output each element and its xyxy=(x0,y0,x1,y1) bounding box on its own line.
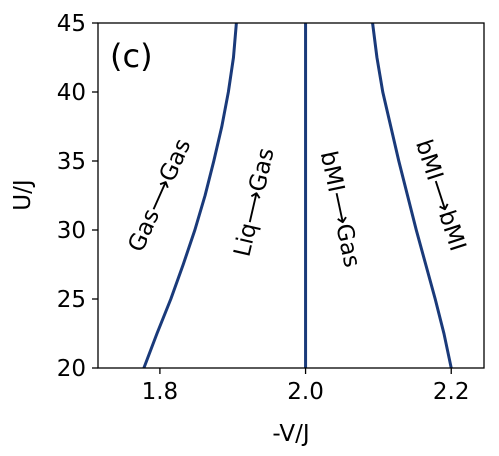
y-tick-label: 40 xyxy=(57,80,86,106)
panel-label: (c) xyxy=(110,37,153,75)
y-tick-label: 30 xyxy=(57,218,86,244)
x-tick-label: 1.8 xyxy=(142,379,179,405)
x-tick-label: 2.2 xyxy=(433,379,470,405)
x-tick-label: 2.0 xyxy=(287,379,324,405)
phase-boundary-line-1 xyxy=(142,22,238,369)
y-tick-label: 25 xyxy=(57,287,86,313)
phase-boundary-lines xyxy=(142,22,453,369)
phase-boundary-line-3 xyxy=(371,22,453,369)
region-annotation: Gas⟶Gas xyxy=(123,135,196,256)
y-tick-label: 35 xyxy=(57,149,86,175)
axis-ticks: 1.8 2.0 2.2 20 25 30 35 40 45 xyxy=(57,11,470,405)
y-axis-label: U/J xyxy=(10,179,36,210)
x-axis-label: -V/J xyxy=(272,421,309,447)
region-annotation: bMI⟶Gas xyxy=(315,149,365,270)
region-annotation: Liq⟶Gas xyxy=(229,146,279,260)
plot-frame xyxy=(97,22,485,369)
y-tick-label: 20 xyxy=(57,356,86,382)
y-tick-label: 45 xyxy=(57,11,86,37)
region-annotations: Gas⟶Gas Liq⟶Gas bMI⟶Gas bMI⟶bMI xyxy=(123,135,470,270)
